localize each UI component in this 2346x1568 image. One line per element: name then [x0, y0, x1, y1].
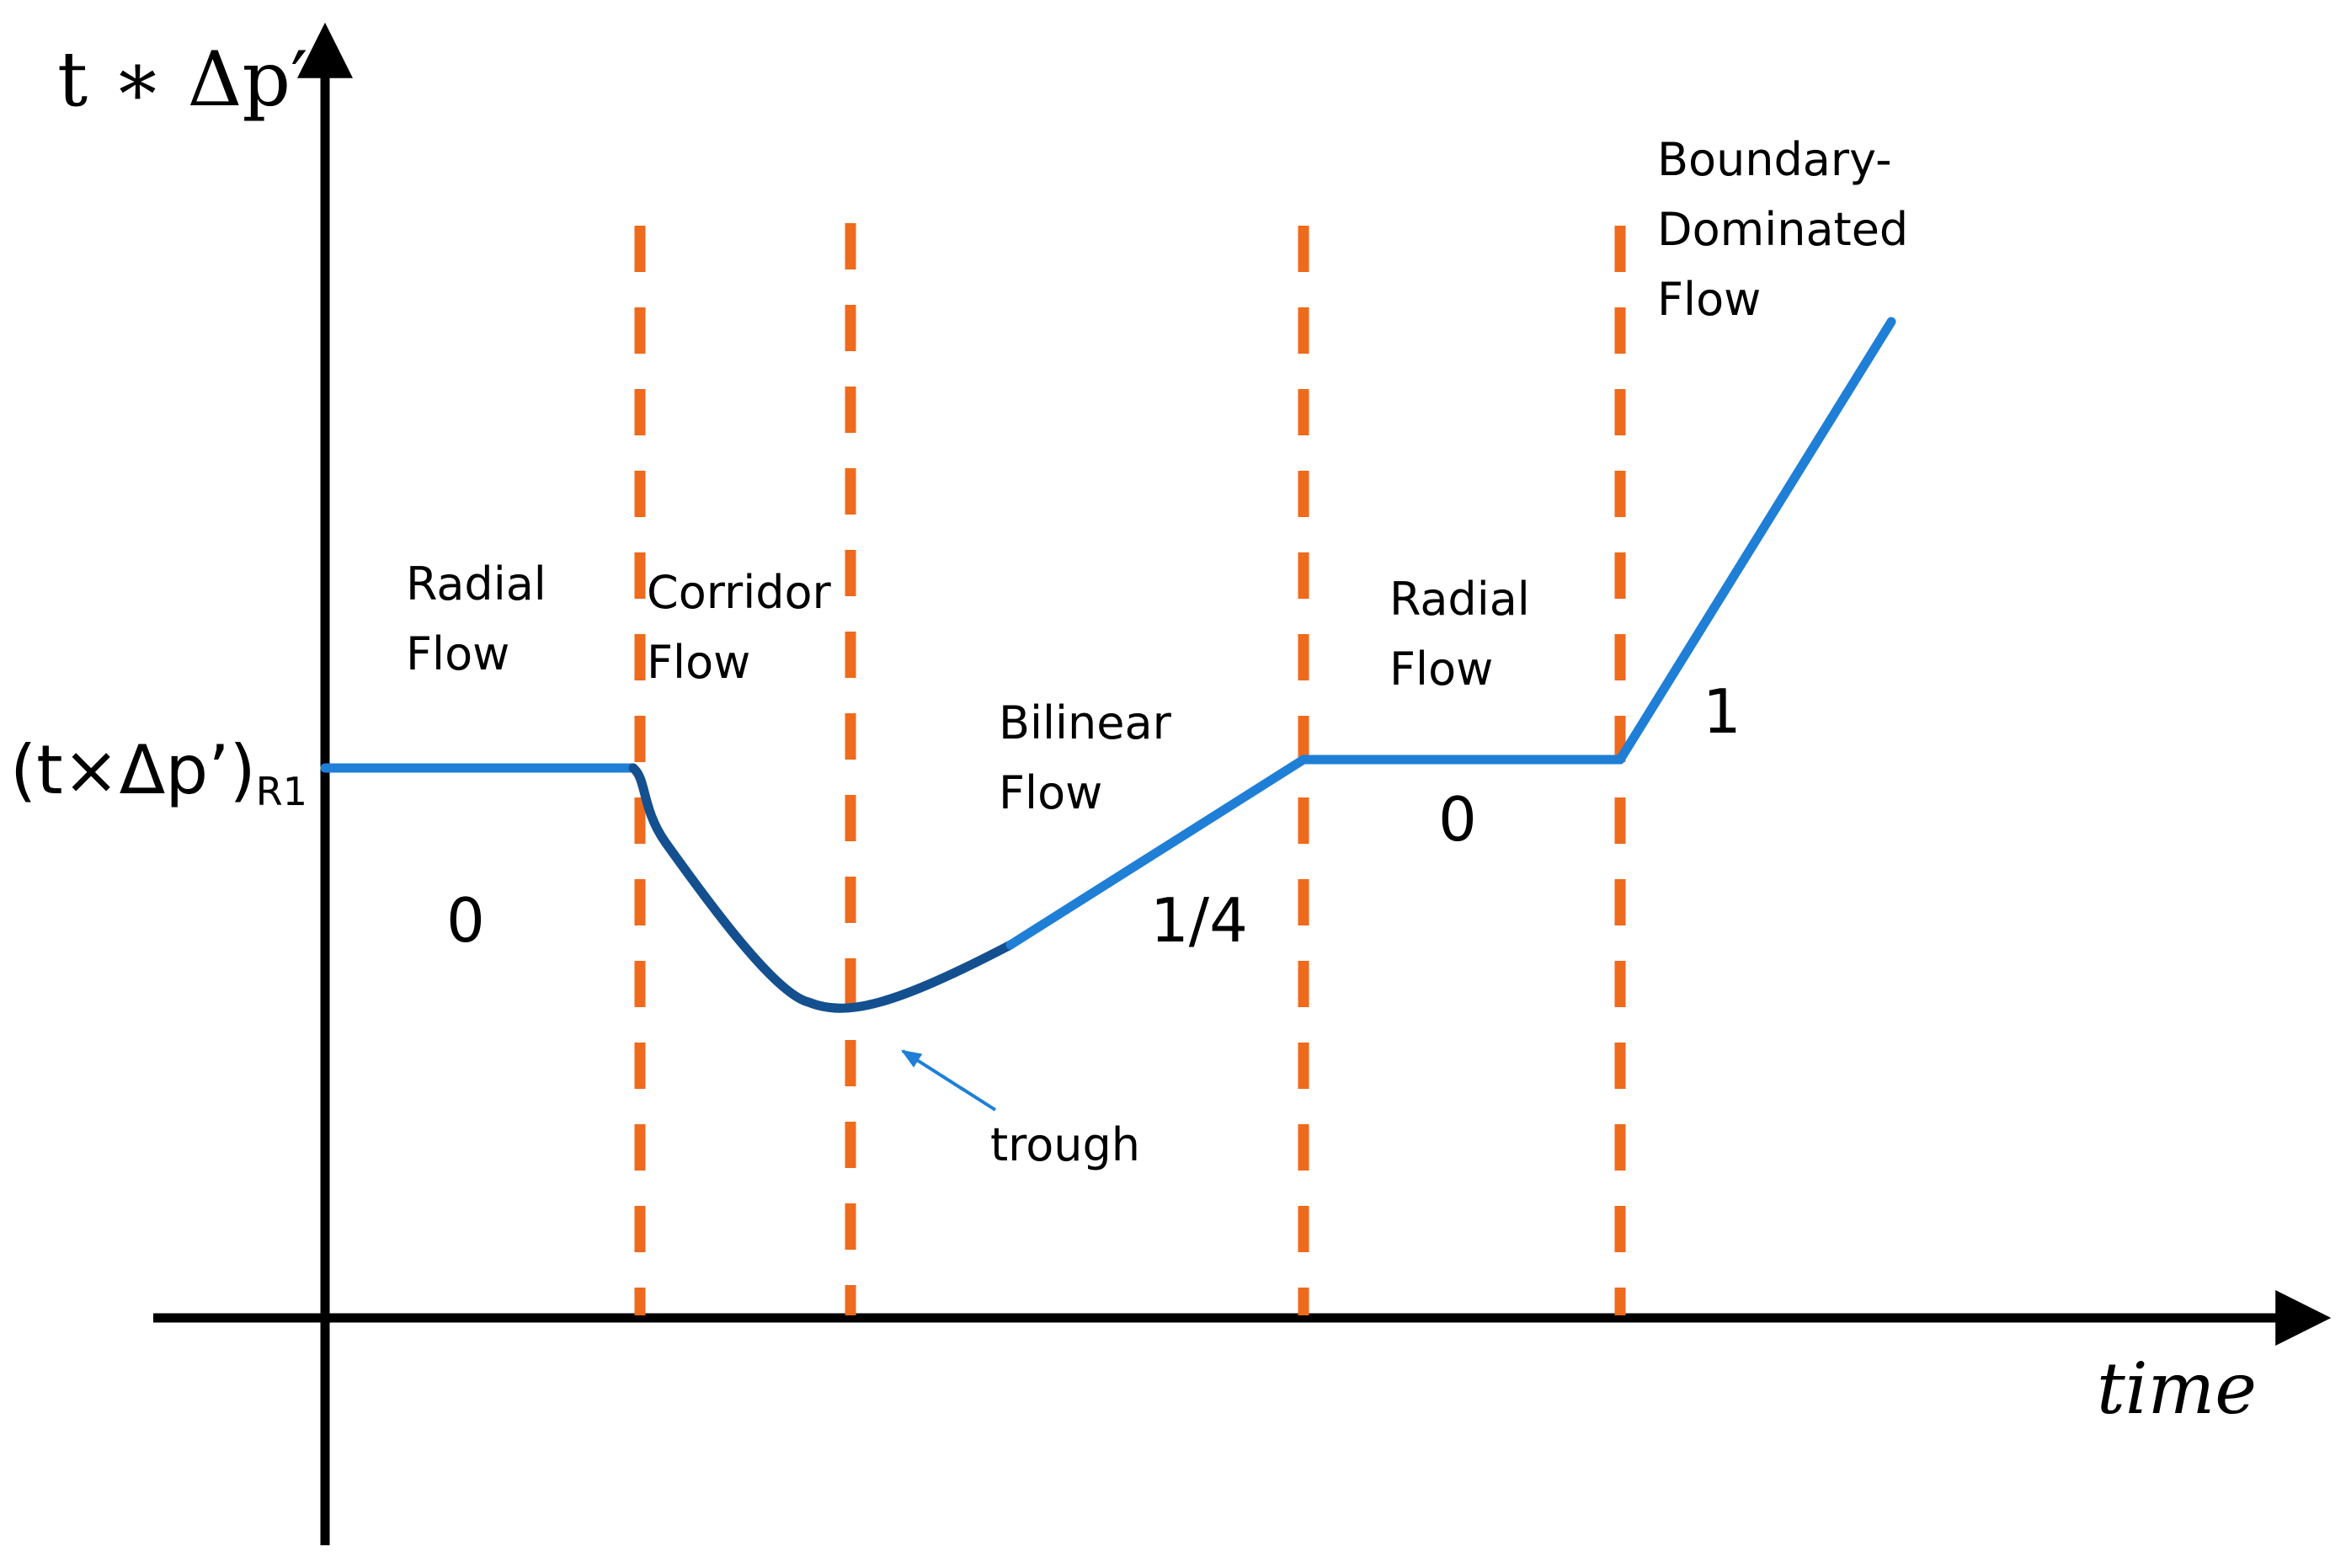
slope-label-bilinear: 1/4	[1150, 885, 1248, 956]
slope-label-radial-2: 0	[1438, 784, 1477, 855]
reference-level-label: (t×Δp’)R1	[10, 731, 307, 814]
trough-label: trough	[990, 1118, 1140, 1171]
x-axis-title: time	[2097, 1347, 2257, 1430]
region-label-corridor-flow: Corridor Flow	[647, 566, 845, 689]
derivative-curve-trough	[628, 763, 1016, 1013]
reference-level-subscript: R1	[256, 769, 307, 814]
derivative-curve-bilinear	[1005, 755, 1309, 950]
slope-label-boundary: 1	[1703, 676, 1741, 747]
y-axis-title: t ∗ Δp′	[57, 35, 308, 124]
region-label-boundary-dominated-flow: Boundary- Dominated Flow	[1657, 133, 1922, 326]
region-label-radial-flow-1: Radial Flow	[406, 557, 561, 680]
region-label-radial-flow-2: Radial Flow	[1389, 573, 1544, 696]
region-label-bilinear-flow: Bilinear Flow	[999, 696, 1186, 819]
derivative-curve-boundary	[1615, 317, 1896, 765]
slope-label-radial-1: 0	[446, 885, 485, 956]
reference-level-main: (t×Δp’)	[10, 731, 256, 809]
trough-arrow	[900, 1049, 997, 1112]
